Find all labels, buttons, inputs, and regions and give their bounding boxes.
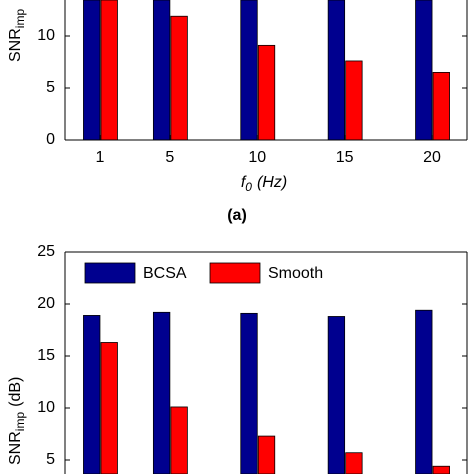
x-axis-label: f0 (Hz) [241,174,287,194]
y-tick-label: 10 [37,27,55,44]
y-tick-label: 5 [46,79,55,96]
y-axis-label-sub: imp [13,412,27,432]
y-tick-label: 0 [46,131,55,148]
bar [83,0,101,141]
bar [170,15,188,141]
y-tick-label: 5 [46,451,55,468]
bar [240,312,258,474]
y-axis-label-main: SNR [7,431,24,465]
legend-label: Smooth [268,265,323,282]
bar [415,0,433,141]
bar [345,60,363,141]
bar [432,465,450,474]
x-tick-label: 20 [423,149,441,166]
bar [327,0,346,141]
x-tick-label: 10 [248,149,266,166]
bar [100,342,118,474]
bar [327,316,346,474]
y-axis-label: SNRimp [7,9,27,62]
caption: (a) [227,207,247,224]
y-tick-label: 10 [37,399,55,416]
bar [152,311,171,474]
y-axis-label-sub: imp [13,9,27,29]
bar [257,44,276,141]
bar [432,72,450,141]
x-tick-label: 1 [96,149,105,166]
legend-label: BCSA [143,265,187,282]
y-axis-label: SNRimp (dB) [7,377,27,465]
bar [170,406,188,474]
y-axis-label-unit: (dB) [7,377,24,407]
bar [240,0,258,141]
legend-swatch [209,262,261,284]
x-tick-label: 15 [336,149,354,166]
legend-swatch [84,262,136,284]
x-axis-label-unit: (Hz) [257,174,287,191]
bar [152,0,171,141]
y-tick-label: 20 [37,295,55,312]
bar [415,309,433,474]
y-tick-label: 15 [37,347,55,364]
x-tick-label: 5 [165,149,174,166]
y-axis-label-main: SNR [7,28,24,62]
y-tick-label: 25 [37,243,55,260]
bar [345,452,363,474]
bar [100,0,118,141]
x-axis-label-sub: 0 [245,180,252,194]
x-axis-label-main: f [241,174,247,191]
bar [83,315,101,474]
bar [257,435,276,474]
